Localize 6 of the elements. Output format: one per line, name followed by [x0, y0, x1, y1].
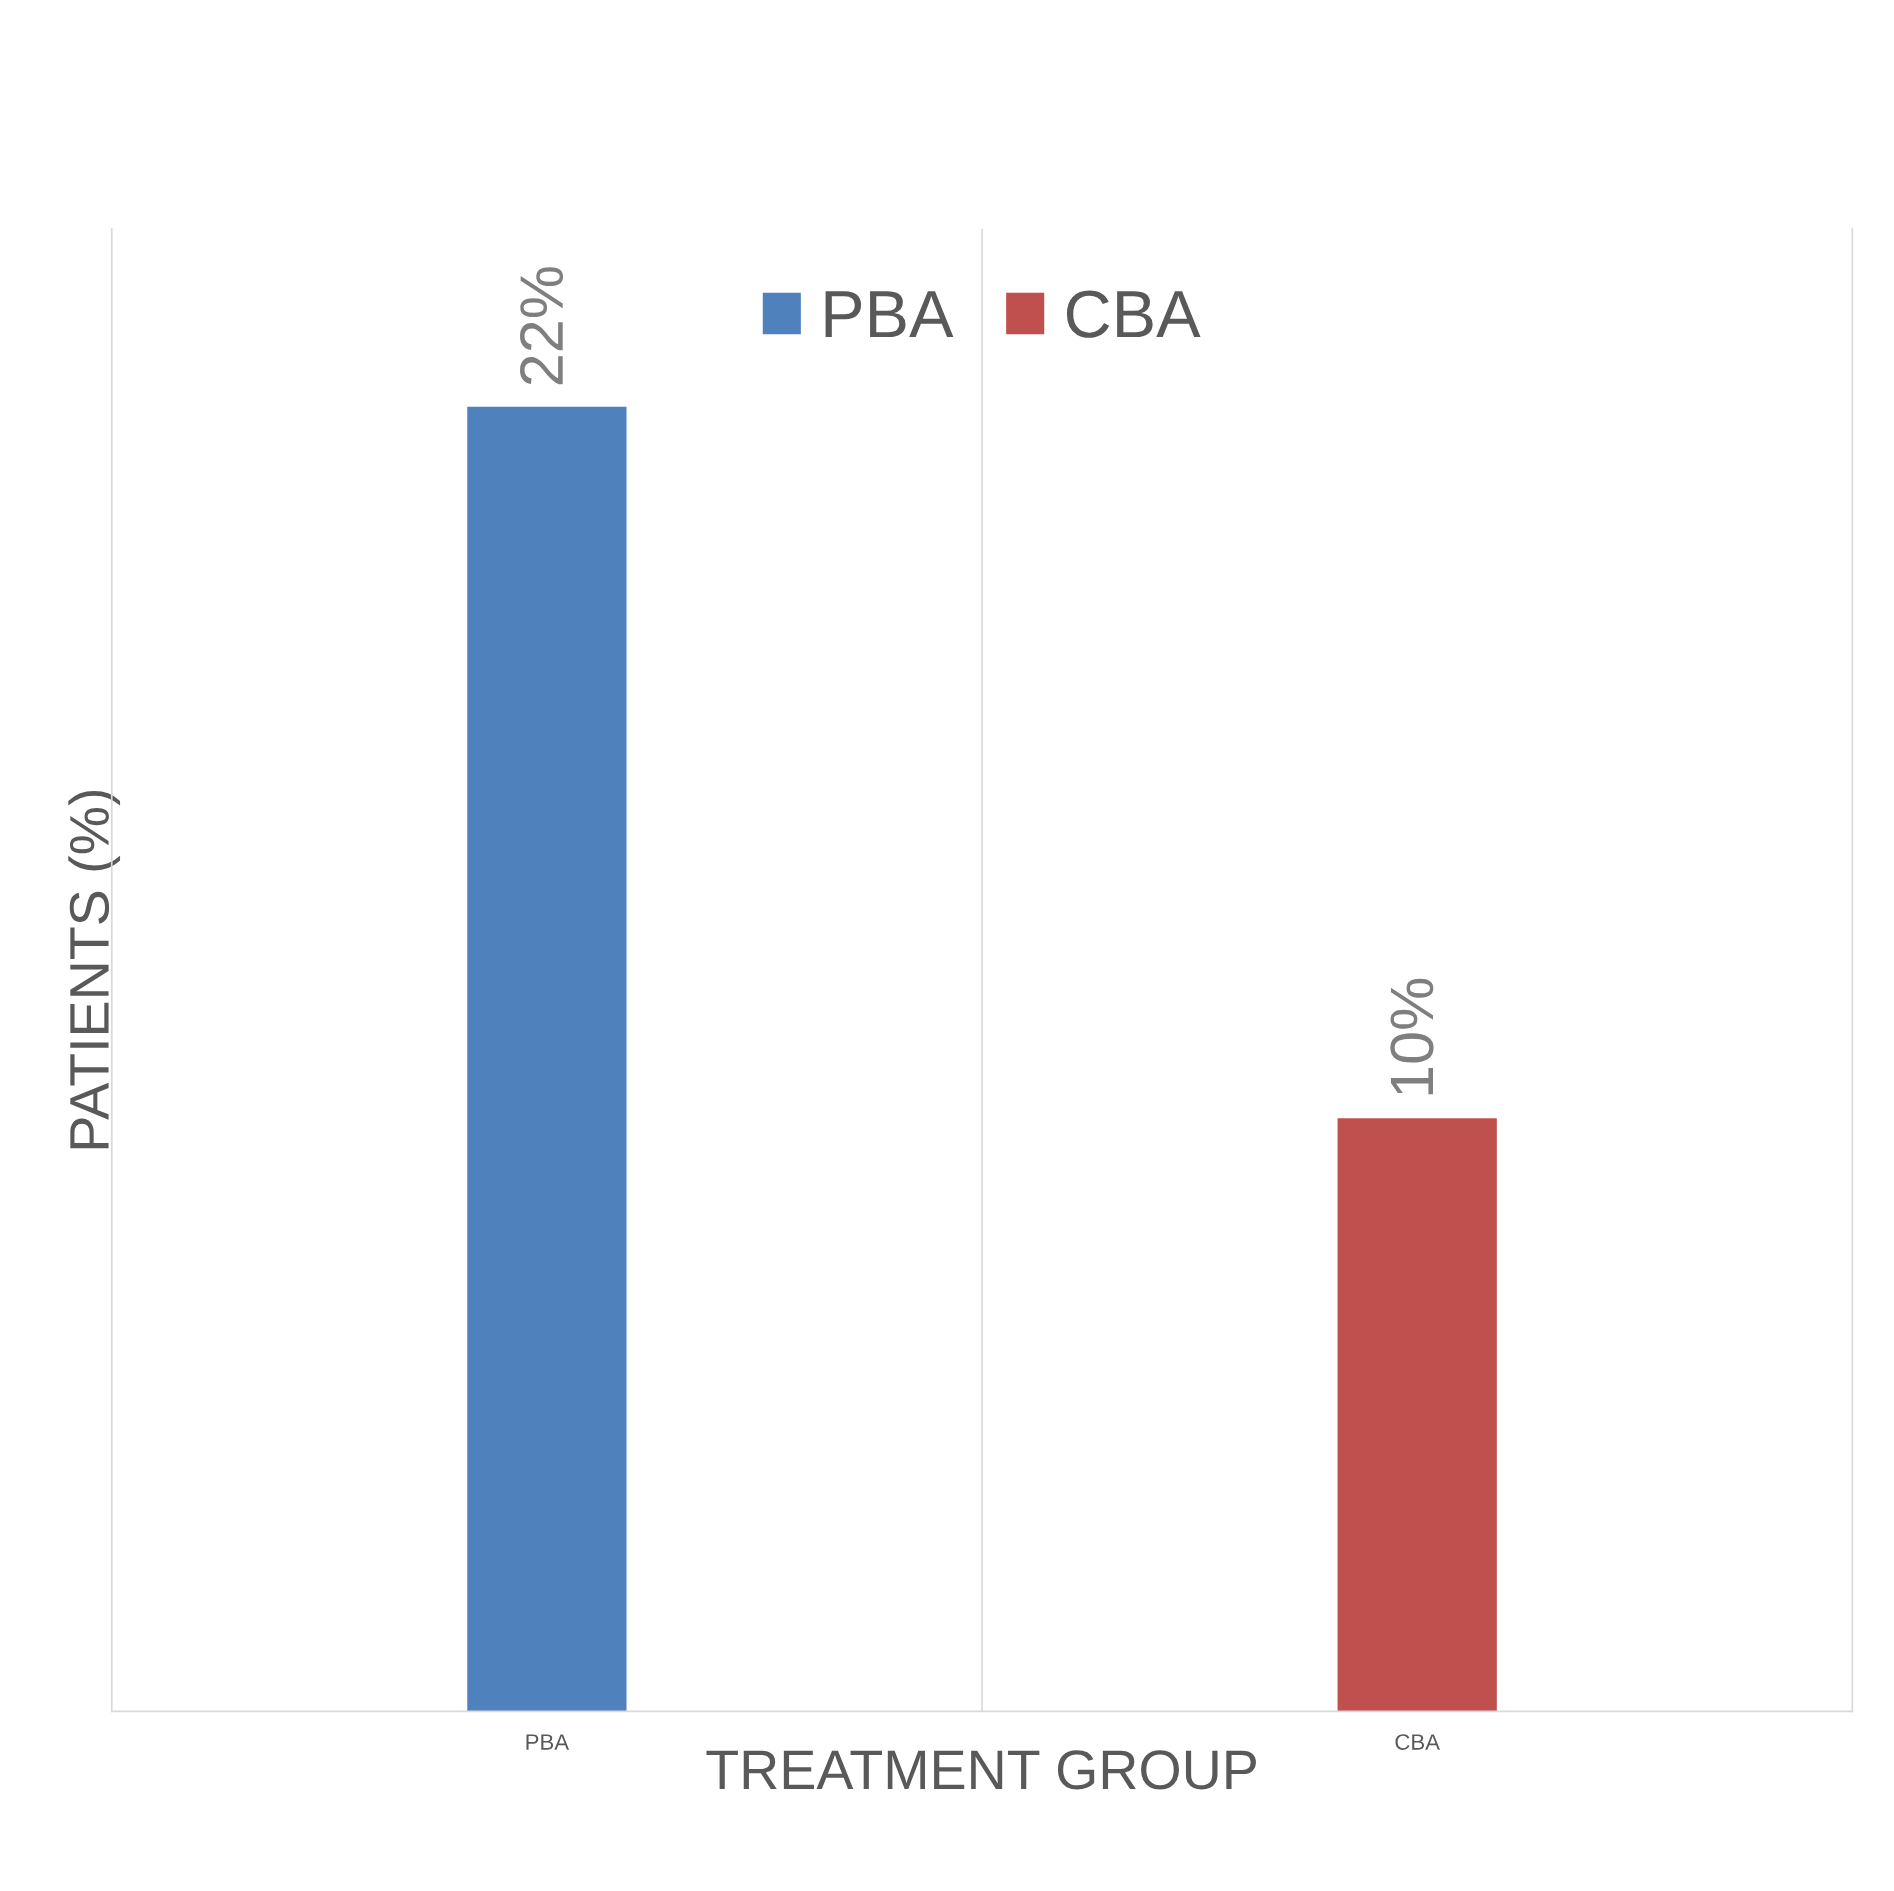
data-label: 10% — [1390, 978, 1434, 1095]
x-axis-title: TREATMENT GROUP — [706, 1750, 1256, 1790]
legend-label: CBA — [1066, 290, 1201, 338]
legend-label: PBA — [825, 291, 954, 338]
y-axis-title: PATIENTS (%) — [68, 790, 121, 1149]
data-label: 22% — [520, 267, 564, 385]
